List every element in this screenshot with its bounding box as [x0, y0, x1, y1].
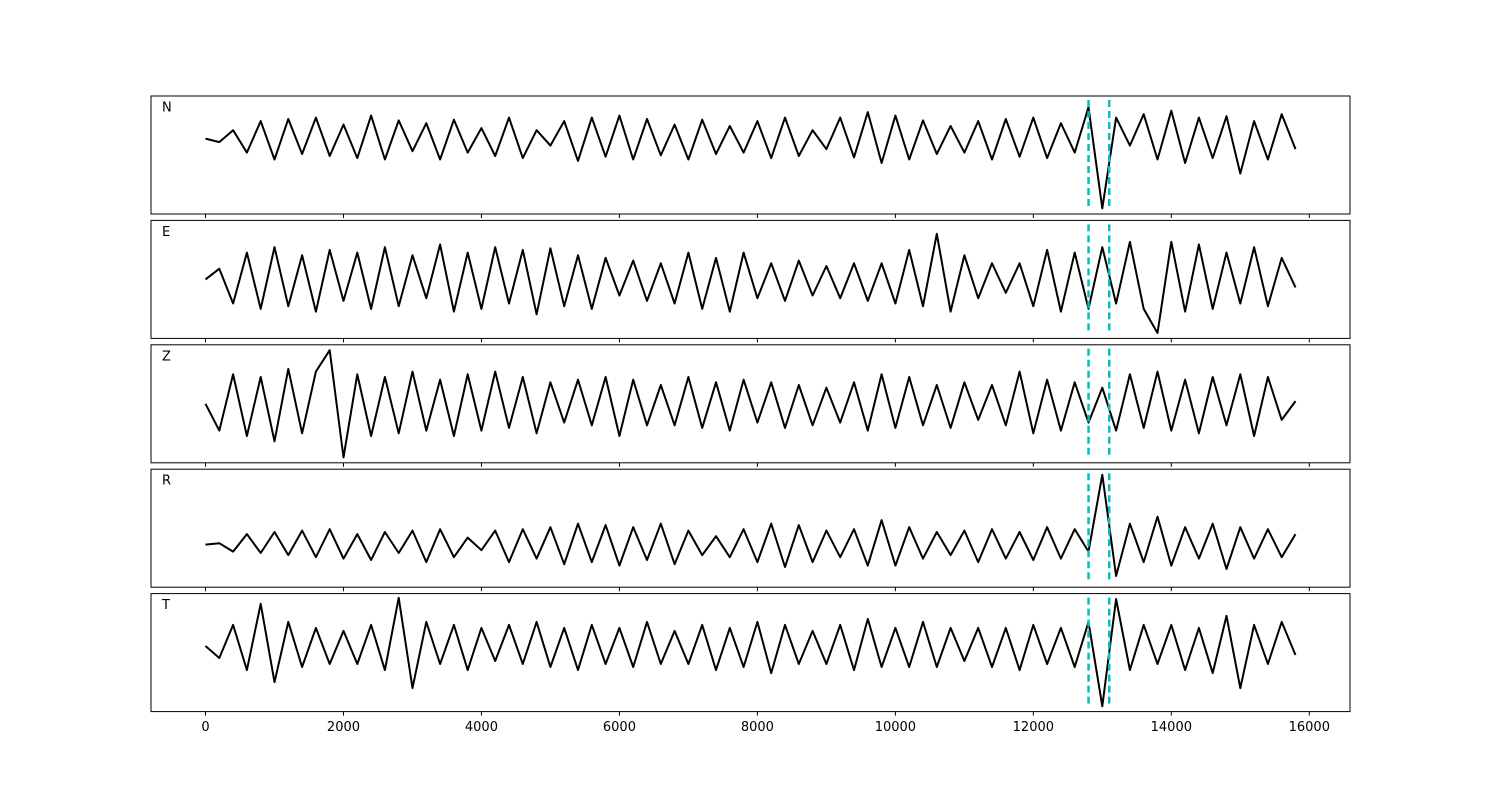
x-tick-label: 10000: [875, 720, 916, 735]
panel-frame: [150, 593, 1351, 713]
panel-frame: [150, 468, 1351, 588]
x-tick-label: 4000: [465, 720, 498, 735]
trace: [204, 596, 1297, 708]
panel-label: N: [162, 101, 172, 116]
panel-frame: [150, 219, 1351, 339]
panel-label: E: [162, 225, 170, 240]
x-tick-label: 8000: [741, 720, 774, 735]
x-tick-label: 6000: [603, 720, 636, 735]
x-tick-label: 14000: [1151, 720, 1192, 735]
x-tick-label: 12000: [1013, 720, 1054, 735]
x-tick-label: 16000: [1289, 720, 1330, 735]
trace: [205, 106, 1297, 210]
x-tick-label: 2000: [327, 720, 360, 735]
trace: [204, 232, 1297, 334]
panel-label: Z: [162, 349, 171, 364]
panel-frame: [150, 344, 1351, 464]
trace: [204, 349, 1297, 459]
panel-label: T: [161, 598, 170, 613]
trace: [205, 473, 1297, 577]
panel-label: R: [162, 474, 171, 489]
panel-frame: [150, 95, 1351, 215]
x-tick-label: 0: [201, 720, 209, 735]
